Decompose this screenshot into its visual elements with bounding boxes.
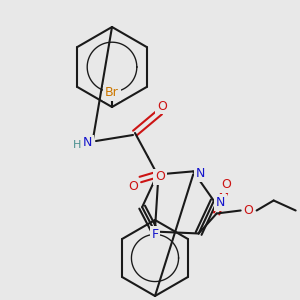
Text: O: O [157, 100, 167, 112]
Text: O: O [222, 178, 232, 191]
Text: N: N [216, 196, 226, 209]
Text: O: O [244, 204, 254, 217]
Text: H: H [73, 140, 81, 150]
Text: N: N [82, 136, 92, 149]
Text: Br: Br [105, 86, 119, 100]
Text: O: O [128, 180, 138, 193]
Text: N: N [196, 167, 205, 180]
Text: F: F [152, 227, 159, 241]
Text: O: O [155, 170, 165, 184]
